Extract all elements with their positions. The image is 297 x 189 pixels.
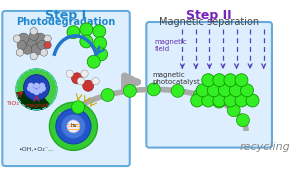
Circle shape [202,94,215,107]
Circle shape [196,84,209,97]
Circle shape [213,74,226,87]
Circle shape [30,28,37,35]
Circle shape [171,84,184,97]
Circle shape [218,84,231,97]
Circle shape [95,48,108,61]
Circle shape [44,35,51,42]
Circle shape [224,74,237,87]
Circle shape [81,70,88,77]
FancyBboxPatch shape [2,11,130,166]
Circle shape [31,88,35,93]
Circle shape [16,49,23,56]
Circle shape [72,73,83,84]
Circle shape [246,94,259,107]
Circle shape [23,75,49,101]
Circle shape [236,114,249,127]
Circle shape [87,55,100,68]
Text: Step I: Step I [45,9,87,22]
Circle shape [16,69,57,110]
FancyBboxPatch shape [146,22,272,148]
Circle shape [77,77,84,85]
Text: magnetic
photocatalyst: magnetic photocatalyst [152,72,200,85]
Circle shape [191,94,204,107]
Circle shape [94,37,107,50]
Text: magnetic
field: magnetic field [155,39,187,52]
Circle shape [207,84,220,97]
Circle shape [18,33,29,44]
Circle shape [61,114,86,138]
Text: •OH,•O₂⁻...: •OH,•O₂⁻... [18,147,54,152]
Circle shape [30,53,37,60]
Circle shape [37,40,47,50]
Circle shape [92,77,99,85]
Text: Photodegradation: Photodegradation [16,17,116,27]
Circle shape [230,84,242,97]
Circle shape [93,25,106,38]
Circle shape [38,88,42,93]
Circle shape [56,109,91,144]
Circle shape [29,31,38,40]
Circle shape [29,83,33,88]
Circle shape [40,83,44,88]
Circle shape [44,41,51,49]
Circle shape [235,94,248,107]
Circle shape [80,23,93,36]
Text: magnet: magnet [24,103,49,108]
Circle shape [34,90,39,94]
Circle shape [35,33,46,44]
Circle shape [147,83,160,96]
Circle shape [213,95,225,108]
Wedge shape [16,89,50,110]
Circle shape [66,70,73,77]
Circle shape [67,26,80,39]
Circle shape [40,49,48,56]
Text: hv: hv [70,123,77,128]
Circle shape [34,83,39,88]
Circle shape [13,35,21,42]
Circle shape [227,104,240,117]
Circle shape [23,45,32,54]
Circle shape [83,80,94,91]
Circle shape [213,94,226,107]
Circle shape [202,74,215,87]
Text: Magnetic separation: Magnetic separation [159,17,259,27]
Circle shape [31,44,42,55]
Text: recycling: recycling [240,142,290,152]
Text: Step II: Step II [186,9,232,22]
Text: TiO₂: TiO₂ [7,101,20,105]
Circle shape [49,102,97,150]
Circle shape [235,74,248,87]
Circle shape [67,120,80,133]
Circle shape [80,35,93,48]
Circle shape [101,88,114,101]
Circle shape [24,39,37,52]
Circle shape [193,88,206,101]
Wedge shape [16,69,57,105]
Circle shape [241,84,253,97]
Circle shape [28,86,32,91]
Circle shape [123,84,136,97]
Circle shape [17,40,26,50]
Circle shape [224,94,237,107]
Circle shape [41,86,45,91]
Circle shape [72,101,85,114]
